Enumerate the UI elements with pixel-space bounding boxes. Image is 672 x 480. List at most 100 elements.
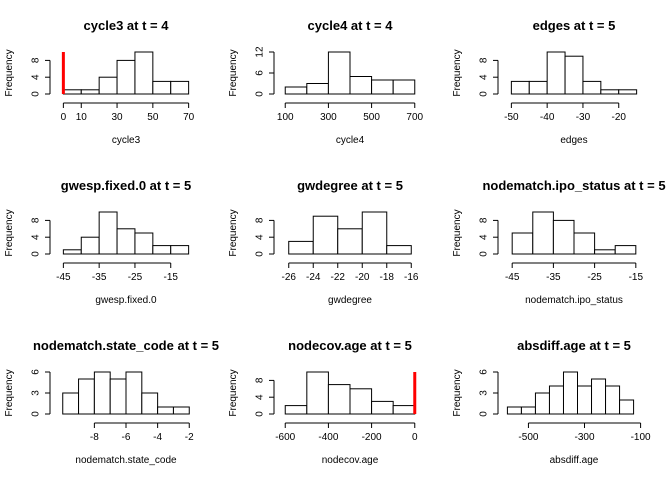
chart-5-bar [552,219,575,255]
chart-0-y-tick-label: 8 [31,57,42,63]
chart-6-title: nodematch.state_code at t = 5 [33,338,219,353]
chart-2-title: edges at t = 5 [533,18,616,33]
chart-5-panel: nodematch.ipo_status at t = 5 -45 -35 -25 -1… [452,178,666,306]
chart-1-title: cycle4 at t = 4 [308,18,394,33]
chart-2-x-tick-label: -20 [612,112,627,123]
chart-6-bar [78,378,95,415]
chart-8-x-tick-label: -500 [518,432,538,443]
chart-5-title: nodematch.ipo_status at t = 5 [482,178,665,193]
chart-5-x-tick-label: -35 [546,272,561,283]
chart-1-x-tick-label: 100 [277,112,294,123]
chart-3-y-tick-label: 4 [31,234,42,240]
chart-4-panel: gwdegree at t = 5 -26 -24 -22 -20 -18 -16 0 4 8 gw… [228,178,419,306]
chart-1-panel: cycle4 at t = 4 100 300 500 700 0 6 12 cycle4 Fre… [228,18,424,146]
chart-4-bar [386,245,412,255]
chart-2-panel: edges at t = 5 -50 -40 -30 -20 0 4 8 edges Freque… [452,18,638,146]
chart-5-x-label: nodematch.ipo_status [525,295,623,306]
chart-4-y-tick-label: 0 [255,251,266,257]
chart-5-bar [532,211,554,255]
chart-0-bar [152,80,172,95]
chart-1-x-tick-label: 700 [406,112,423,123]
chart-2-y-label: Frequency [452,49,463,96]
chart-6-panel: nodematch.state_code at t = 5 -8 -6 -4 -2 0 3 6… [4,338,219,466]
chart-1-bar [371,79,394,95]
chart-4-y-tick-label: 4 [255,234,266,240]
chart-6-x-label: nodematch.state_code [75,455,177,466]
chart-3-bar [170,245,190,255]
chart-7-y-tick-label: 0 [255,411,266,417]
chart-8-bar [534,392,550,415]
chart-1-bar [306,83,329,95]
chart-7-bar [306,371,329,415]
chart-3-y-label: Frequency [4,209,15,256]
chart-6-bar [157,406,174,415]
chart-8-panel: absdiff.age at t = 5 -500 -300 -100 0 3 6 absdi… [452,338,651,466]
chart-3-panel: gwesp.fixed.0 at t = 5 -45 -35 -25 -15 0 4 8 gwe… [4,178,191,306]
chart-2-bar [582,80,602,95]
chart-8-bar [520,406,536,415]
chart-1-x-tick-label: 300 [320,112,337,123]
chart-4-bar [337,228,363,255]
chart-2-x-label: edges [560,135,587,146]
chart-6-x-tick-label: -6 [122,432,131,443]
chart-3-bar [98,211,118,255]
chart-2-bar [564,55,584,95]
chart-0-bar [98,76,118,95]
chart-2-y-tick-label: 8 [479,57,490,63]
chart-6-x-tick-label: -2 [185,432,194,443]
chart-0-y-label: Frequency [4,49,15,96]
chart-7-x-tick-label: -400 [318,432,338,443]
chart-6-y-label: Frequency [4,369,15,416]
chart-0-bar [116,59,136,95]
chart-2-bar [600,89,620,95]
chart-8-bar [562,371,579,415]
chart-2-x-tick-label: -30 [576,112,591,123]
chart-7-x-tick-label: 0 [412,432,418,443]
chart-1-y-tick-label: 0 [255,91,266,97]
chart-4-bar [361,211,388,255]
chart-7-title: nodecov.age at t = 5 [288,338,412,353]
chart-8-x-label: absdiff.age [550,455,599,466]
chart-3-x-label: gwesp.fixed.0 [95,295,157,306]
chart-1-x-label: cycle4 [336,135,365,146]
chart-4-x-tick-label: -16 [404,272,419,283]
chart-6-y-tick-label: 6 [31,369,42,375]
chart-0-y-tick-label: 0 [31,91,42,97]
chart-6-bar [125,371,143,415]
chart-1-x-tick-label: 500 [363,112,380,123]
chart-8-x-tick-label: -300 [575,432,595,443]
chart-5-bar [573,232,596,255]
chart-5-bar [594,249,616,255]
chart-5-bar [614,245,637,255]
chart-1-bar [349,76,373,95]
chart-3-bar [62,249,82,255]
chart-4-x-tick-label: -22 [331,272,346,283]
chart-8-bar [577,385,593,415]
chart-7-x-tick-label: -200 [362,432,382,443]
chart-6-bar [109,378,127,415]
chart-1-bar [284,86,308,95]
chart-3-bar [134,232,154,255]
chart-5-y-tick-label: 0 [479,251,490,257]
chart-5-y-tick-label: 4 [479,234,490,240]
chart-7-y-tick-label: 8 [255,377,266,383]
chart-7-panel: nodecov.age at t = 5 -600 -400 -200 0 0 4 8 node… [228,338,418,466]
chart-4-title: gwdegree at t = 5 [297,178,403,193]
chart-7-y-label: Frequency [228,369,239,416]
chart-6-x-tick-label: -4 [153,432,162,443]
chart-6-bar [93,371,111,415]
chart-4-x-tick-label: -18 [380,272,395,283]
chart-8-bar [591,378,607,415]
chart-1-y-tick-label: 12 [255,46,266,58]
chart-5-y-tick-label: 8 [479,217,490,223]
chart-0-title: cycle3 at t = 4 [84,18,170,33]
chart-5-y-label: Frequency [452,209,463,256]
chart-6-bar [141,392,159,415]
chart-8-y-label: Frequency [452,369,463,416]
chart-3-title: gwesp.fixed.0 at t = 5 [61,178,191,193]
chart-1-y-tick-label: 6 [255,70,266,76]
chart-4-y-label: Frequency [228,209,239,256]
chart-2-x-tick-label: -50 [504,112,519,123]
chart-3-bar [116,228,136,255]
chart-4-x-tick-label: -20 [355,272,370,283]
